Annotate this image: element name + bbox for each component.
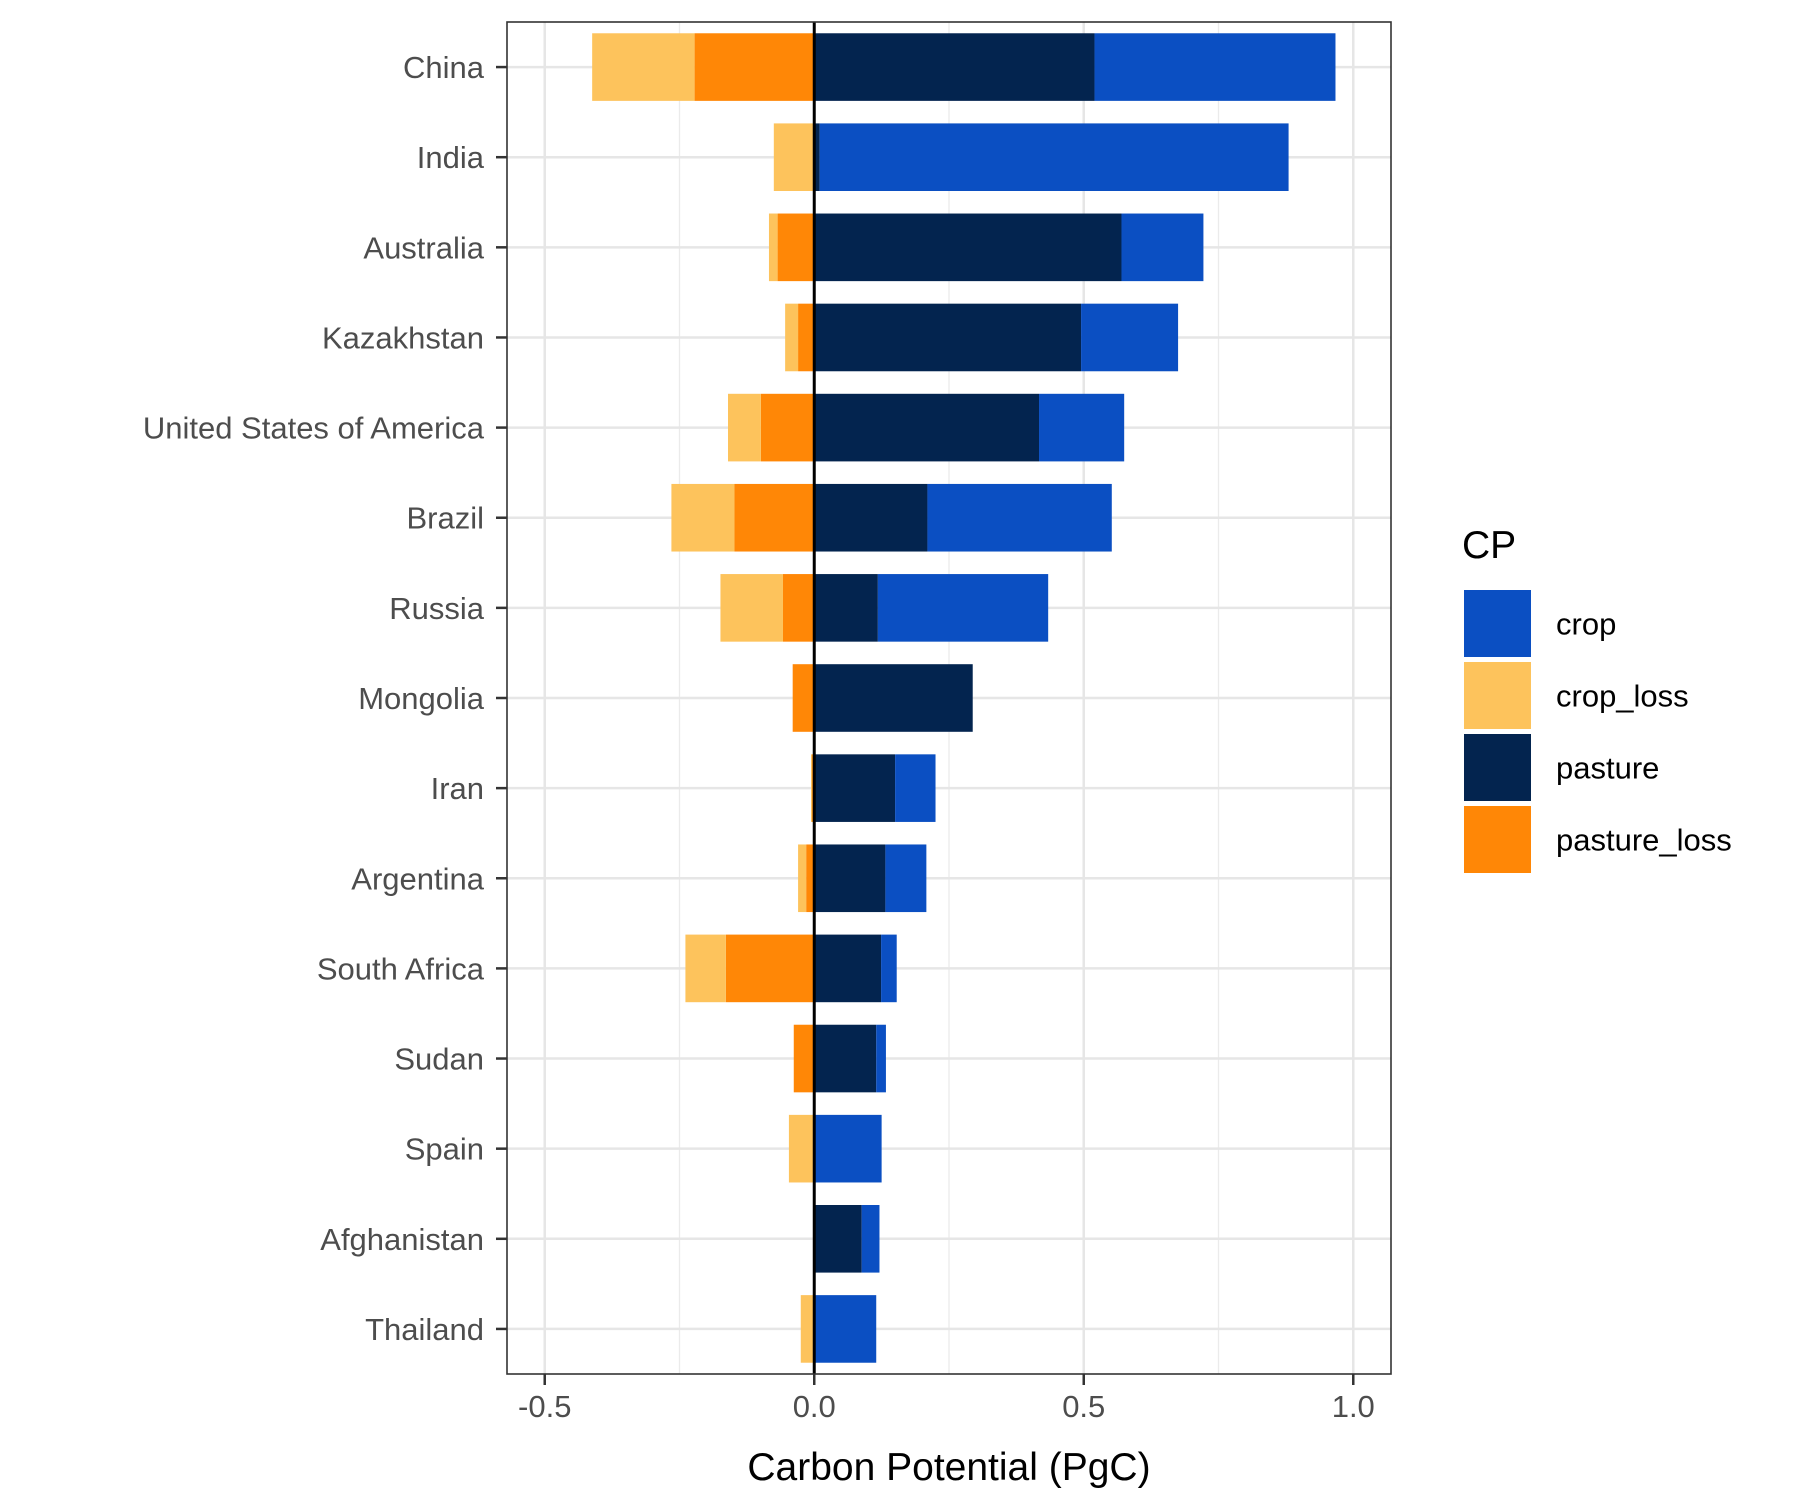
y-tick-label: Sudan [394, 1042, 484, 1077]
bar-mongolia-pasture [814, 664, 973, 732]
bar-south-africa-crop-loss [685, 934, 726, 1003]
bar-russia-pasture-loss [782, 574, 815, 642]
bar-sudan-pasture [814, 1024, 877, 1093]
bar-sudan-crop [876, 1024, 886, 1093]
bar-argentina-crop-loss [798, 844, 807, 913]
bar-australia-crop-loss [768, 213, 778, 282]
bar-afghanistan-crop [861, 1205, 880, 1273]
y-axis: China India Australia Kazakhstan United Stat… [143, 50, 507, 1347]
y-tick-label: Iran [431, 771, 484, 806]
bar-south-africa-crop [881, 934, 897, 1003]
bar-united-states-of-america-crop-loss [728, 393, 761, 462]
bar-kazakhstan-crop [1081, 303, 1179, 372]
bar-united-states-of-america-crop [1039, 393, 1125, 462]
bar-india-crop [819, 123, 1289, 191]
bar-iran-pasture [814, 754, 896, 822]
bar-india-pasture [814, 123, 820, 191]
bar-south-africa-pasture-loss [725, 934, 815, 1003]
y-tick-label: China [403, 50, 485, 85]
legend-label: crop [1556, 607, 1616, 642]
bar-iran-crop-loss [811, 754, 813, 822]
y-tick-label: Afghanistan [320, 1222, 484, 1257]
y-tick-label: Australia [363, 230, 484, 265]
bar-kazakhstan-pasture-loss [798, 303, 815, 372]
y-tick-label: Kazakhstan [322, 320, 484, 355]
y-tick-label: Spain [405, 1132, 484, 1167]
bar-sudan-pasture-loss [793, 1024, 815, 1093]
bar-india-crop-loss [773, 123, 815, 191]
y-tick-label: Argentina [351, 861, 484, 896]
bar-china-pasture-loss [694, 33, 815, 101]
y-tick-label: India [417, 140, 485, 175]
legend-title: CP [1462, 524, 1516, 567]
x-tick-label: 1.0 [1332, 1389, 1375, 1424]
bar-australia-pasture-loss [777, 213, 815, 282]
y-tick-label: Thailand [365, 1312, 484, 1347]
legend-key-crop [1464, 590, 1531, 657]
bar-kazakhstan-pasture [814, 303, 1082, 372]
legend-key-pasture [1464, 734, 1531, 801]
bar-china-crop-loss [592, 33, 695, 101]
legend-label: pasture [1556, 751, 1659, 786]
bar-china-pasture [814, 33, 1095, 101]
bar-australia-pasture [814, 213, 1122, 282]
bar-kazakhstan-crop-loss [785, 303, 799, 372]
bar-mongolia-pasture-loss [792, 664, 815, 732]
bar-afghanistan-pasture [814, 1205, 862, 1273]
bar-australia-crop [1121, 213, 1204, 282]
bar-south-africa-pasture [814, 934, 882, 1003]
legend-label: pasture_loss [1556, 823, 1732, 858]
bar-brazil-crop-loss [671, 483, 735, 552]
y-tick-label: Brazil [406, 501, 484, 536]
legend-label: crop_loss [1556, 679, 1689, 714]
bar-spain-crop [814, 1114, 882, 1183]
y-tick-label: Russia [389, 591, 485, 626]
bar-united-states-of-america-pasture-loss [760, 393, 815, 462]
bar-russia-crop-loss [720, 574, 783, 642]
y-tick-label: United States of America [143, 411, 485, 446]
legend-key-pasture-loss [1464, 806, 1531, 873]
bars [592, 33, 1336, 1363]
x-axis: -0.5 0.0 0.5 1.0 [518, 1374, 1375, 1424]
bar-united-states-of-america-pasture [814, 393, 1040, 462]
y-tick-label: South Africa [317, 951, 485, 986]
y-tick-label: Mongolia [358, 681, 485, 716]
x-tick-label: 0.0 [793, 1389, 836, 1424]
bar-brazil-pasture [814, 483, 928, 552]
bar-brazil-pasture-loss [734, 483, 815, 552]
bar-iran-crop [895, 754, 936, 822]
x-axis-title: Carbon Potential (PgC) [747, 1446, 1150, 1489]
bar-thailand-crop-loss [800, 1295, 815, 1363]
bar-brazil-crop [927, 483, 1112, 552]
x-tick-label: -0.5 [518, 1389, 571, 1424]
legend-key-crop-loss [1464, 662, 1531, 729]
bar-china-crop [1094, 33, 1336, 101]
bar-argentina-crop [885, 844, 927, 913]
bar-argentina-pasture-loss [806, 844, 815, 913]
bar-thailand-crop [814, 1295, 877, 1363]
bar-spain-crop-loss [788, 1114, 815, 1183]
bar-russia-crop [877, 574, 1049, 642]
bar-russia-pasture [814, 574, 878, 642]
bar-argentina-pasture [814, 844, 886, 913]
x-tick-label: 0.5 [1062, 1389, 1105, 1424]
